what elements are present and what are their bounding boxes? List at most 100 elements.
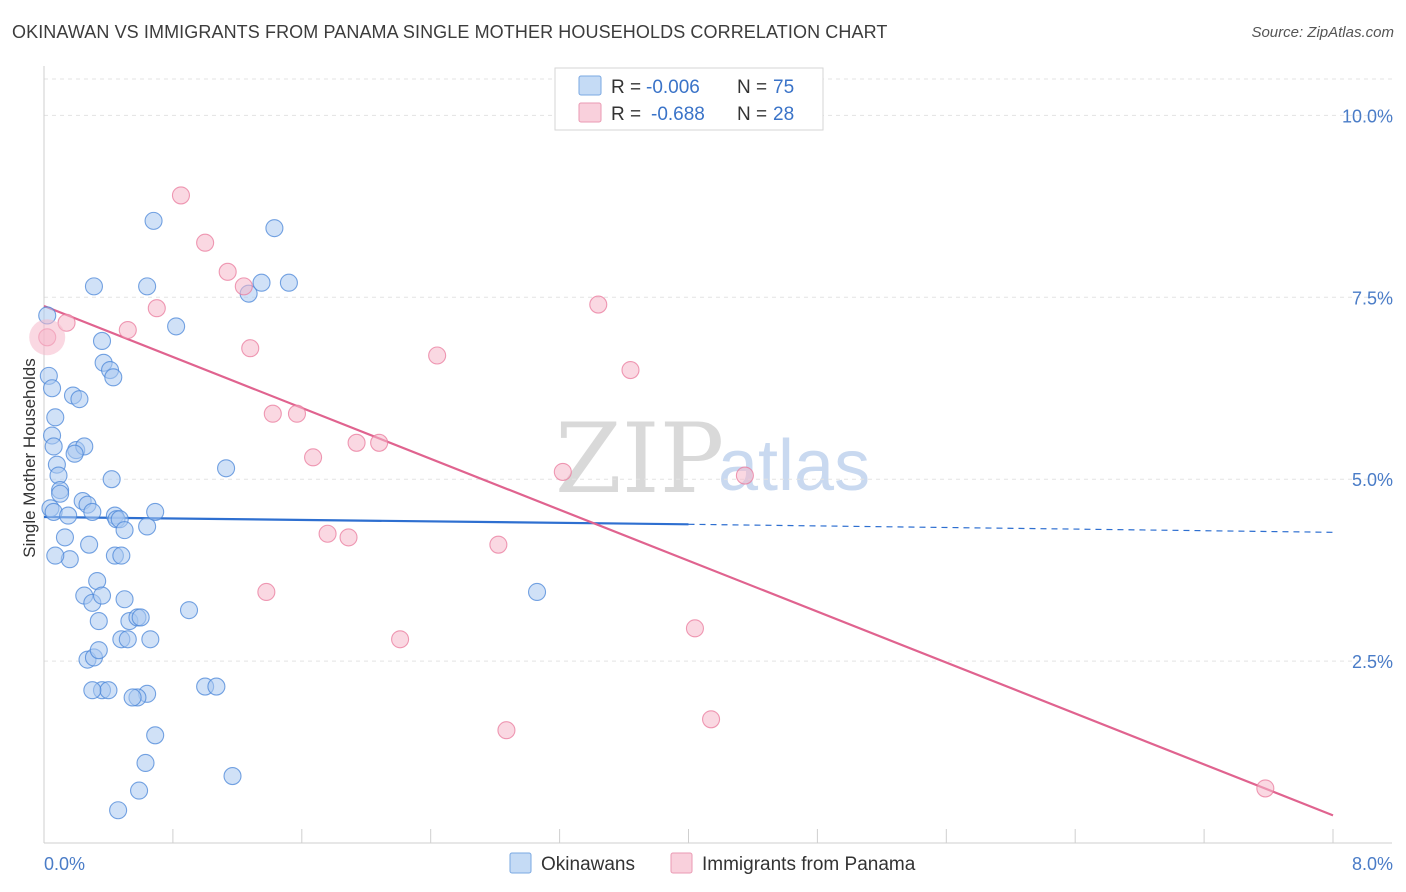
- panama-point: [1256, 779, 1275, 798]
- okinawan-point: [84, 277, 103, 296]
- x-tick-label: 8.0%: [1352, 854, 1393, 874]
- series-legend: Okinawans Immigrants from Panama: [509, 852, 916, 875]
- panama-point: [257, 582, 276, 602]
- panama-point: [489, 535, 508, 554]
- legend-swatch-okinawans: [578, 75, 602, 96]
- okinawan-point: [43, 379, 62, 398]
- okinawan-point: [109, 801, 128, 820]
- legend-n-value-2: 28: [773, 104, 794, 125]
- okinawan-point: [130, 781, 149, 800]
- watermark-zip: ZIP: [555, 403, 724, 515]
- okinawan-point: [70, 390, 89, 409]
- okinawan-point: [138, 277, 157, 296]
- okinawan-point: [217, 459, 236, 478]
- trendline-okinawans-extension: [688, 523, 1334, 533]
- panama-point: [196, 233, 215, 252]
- panama-point: [147, 299, 166, 318]
- okinawan-point: [89, 641, 108, 660]
- panama-point: [621, 360, 640, 380]
- legend-n-label-2: N =: [737, 104, 767, 125]
- panama-point: [318, 524, 337, 543]
- okinawan-point: [65, 444, 84, 463]
- legend-swatch-panama: [578, 102, 602, 123]
- y-axis-label: Single Mother Households: [20, 358, 39, 557]
- okinawan-point: [167, 317, 186, 336]
- legend-r-label-2: R =: [611, 104, 641, 125]
- okinawan-point: [102, 470, 121, 489]
- okinawan-point: [136, 753, 155, 773]
- panama-point: [57, 313, 76, 332]
- panama-point: [391, 630, 410, 649]
- okinawan-point: [252, 273, 271, 292]
- panama-point: [234, 277, 253, 296]
- okinawan-point: [527, 582, 547, 602]
- okinawan-point: [46, 408, 65, 427]
- panama-point: [347, 433, 366, 452]
- okinawan-point: [131, 608, 150, 627]
- x-tick-label: 0.0%: [44, 854, 85, 874]
- okinawan-point: [118, 630, 137, 649]
- okinawan-point: [138, 517, 157, 536]
- panama-point: [702, 710, 721, 729]
- correlation-legend: R = -0.006 N = 75 R = -0.688 N = 28: [554, 67, 824, 131]
- okinawan-point: [144, 211, 163, 230]
- okinawan-point: [99, 681, 118, 700]
- okinawan-point: [55, 528, 74, 547]
- okinawan-point: [112, 546, 131, 565]
- grid-lines: [44, 78, 1392, 662]
- okinawan-point: [83, 502, 102, 521]
- okinawan-point: [92, 586, 112, 605]
- bottom-legend-panama: Immigrants from Panama: [702, 854, 916, 875]
- panama-point: [685, 619, 704, 638]
- okinawan-point: [123, 688, 142, 707]
- okinawan-point: [115, 590, 134, 609]
- panama-point: [263, 404, 282, 423]
- panama-point-large: [29, 319, 66, 356]
- legend-r-label-1: R =: [611, 77, 641, 98]
- okinawan-point: [44, 437, 63, 456]
- panama-point: [589, 295, 608, 314]
- bottom-legend-swatch-panama: [670, 852, 693, 874]
- legend-r-value-2: -0.688: [651, 104, 705, 125]
- okinawan-point: [265, 219, 284, 238]
- okinawan-point: [279, 273, 298, 292]
- watermark-atlas: atlas: [718, 426, 870, 506]
- okinawan-point: [207, 677, 226, 696]
- chart-title: OKINAWAN VS IMMIGRANTS FROM PANAMA SINGL…: [12, 22, 888, 42]
- axes: [43, 66, 1392, 844]
- trendline-panama: [43, 304, 1334, 817]
- okinawan-point: [51, 484, 70, 503]
- panama-point: [339, 528, 358, 547]
- legend-n-value-1: 75: [773, 77, 794, 98]
- okinawan-point: [80, 535, 99, 554]
- okinawan-point: [83, 681, 102, 700]
- okinawan-point: [179, 601, 199, 620]
- tick-labels: 2.5% 5.0% 7.5% 10.0% 0.0% 8.0%: [44, 106, 1393, 874]
- panama-point: [428, 346, 447, 365]
- panama-point: [241, 339, 260, 358]
- okinawan-point: [146, 502, 165, 521]
- okinawan-point: [115, 521, 134, 540]
- trendlines: [43, 304, 1334, 817]
- y-tick-label: 7.5%: [1352, 288, 1393, 308]
- panama-point: [171, 186, 191, 205]
- legend-r-value-1: -0.006: [646, 77, 700, 98]
- okinawan-point: [46, 546, 65, 565]
- panama-point: [118, 320, 137, 340]
- panama-point: [553, 462, 572, 481]
- okinawan-point: [223, 767, 242, 786]
- panama-point: [497, 721, 516, 740]
- legend-n-label-1: N =: [737, 77, 767, 98]
- data-points: [29, 186, 1275, 820]
- panama-point: [218, 262, 237, 281]
- okinawan-point: [146, 726, 165, 745]
- panama-point: [370, 433, 389, 452]
- okinawan-point: [92, 331, 112, 350]
- okinawan-point: [89, 612, 108, 631]
- bottom-legend-swatch-okinawans: [509, 852, 532, 874]
- panama-point: [304, 448, 323, 467]
- okinawan-point: [59, 506, 78, 525]
- y-tick-label: 5.0%: [1352, 470, 1393, 490]
- panama-point: [735, 466, 754, 485]
